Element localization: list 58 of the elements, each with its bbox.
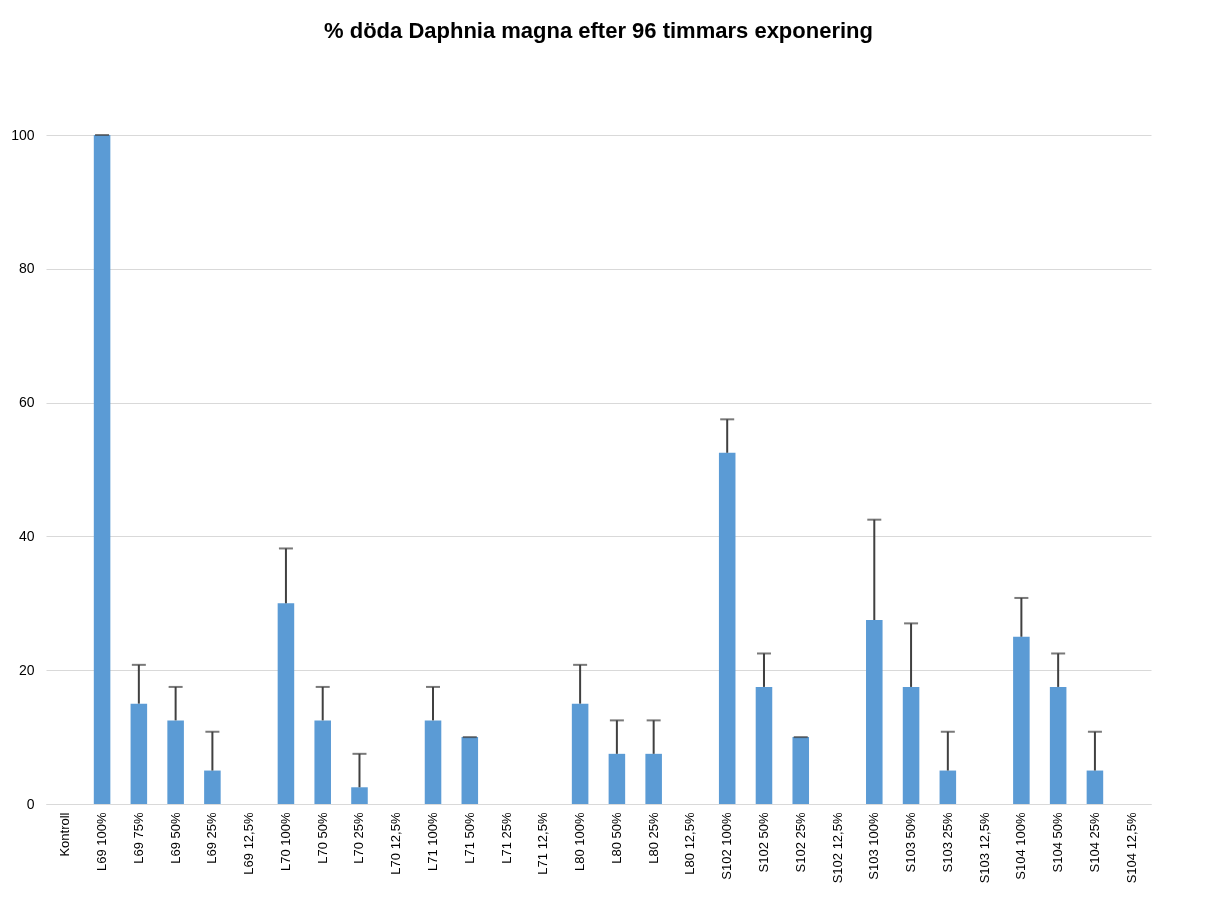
x-tick-label: L70 12,5% [388, 812, 404, 875]
x-tick-label: S103 25% [939, 812, 955, 873]
x-tick-label: L69 12,5% [241, 812, 257, 875]
bar [902, 686, 920, 804]
bar [755, 686, 773, 804]
y-tick-label: 60 [18, 394, 35, 411]
x-tick-label: S102 50% [755, 812, 771, 873]
x-tick-label: S102 100% [719, 812, 735, 880]
x-tick-label: S102 25% [792, 812, 808, 873]
bar [718, 452, 736, 804]
x-tick-label: S104 25% [1086, 812, 1102, 873]
x-tick-label: S104 50% [1050, 812, 1066, 873]
bar [461, 737, 479, 804]
x-tick-label: S104 100% [1013, 812, 1029, 880]
x-tick-label: S103 50% [903, 812, 919, 873]
bar [424, 720, 442, 804]
x-tick-label: L71 25% [498, 812, 514, 864]
x-tick-label: S103 12,5% [976, 812, 992, 884]
x-tick-label: L71 50% [461, 812, 477, 864]
bar [277, 603, 295, 804]
x-tick-label: L70 25% [351, 812, 367, 864]
bar [1049, 686, 1067, 804]
x-tick-label: S103 100% [866, 812, 882, 880]
bar [167, 720, 184, 804]
x-tick-label: L80 12,5% [682, 812, 698, 875]
x-tick-label: L80 100% [572, 812, 588, 872]
x-tick-label: L69 75% [130, 812, 146, 864]
x-tick-label: S102 12,5% [829, 812, 845, 884]
chart-title: % döda Daphnia magna efter 96 timmars exponering [324, 18, 873, 43]
x-tick-label: L69 50% [167, 812, 183, 864]
y-tick-label: 0 [26, 795, 35, 812]
x-tick-label: Kontroll [57, 812, 73, 857]
x-tick-label: L70 50% [314, 812, 330, 864]
x-tick-label: L71 12,5% [535, 812, 551, 875]
x-tick-label: L80 25% [645, 812, 661, 864]
bar [130, 703, 148, 804]
x-tick-label: S104 12,5% [1123, 812, 1139, 884]
bar [204, 770, 221, 804]
x-tick-label: L69 100% [94, 812, 110, 872]
bar [939, 770, 957, 804]
bar [1013, 636, 1030, 804]
x-tick-label: L69 25% [204, 812, 220, 864]
bar [866, 620, 883, 804]
bar [792, 737, 810, 804]
y-tick-label: 80 [18, 260, 35, 277]
bar [608, 753, 626, 804]
x-tick-label: L70 100% [277, 812, 293, 872]
y-tick-label: 40 [18, 527, 35, 544]
bar [645, 753, 662, 804]
y-tick-label: 100 [11, 126, 35, 143]
bar [351, 787, 368, 804]
x-tick-label: L71 100% [425, 812, 441, 872]
y-tick-label: 20 [18, 661, 35, 678]
bar [571, 703, 589, 804]
bar [93, 135, 111, 804]
bar [314, 720, 331, 804]
bar [1086, 770, 1104, 804]
x-tick-label: L80 50% [608, 812, 624, 864]
